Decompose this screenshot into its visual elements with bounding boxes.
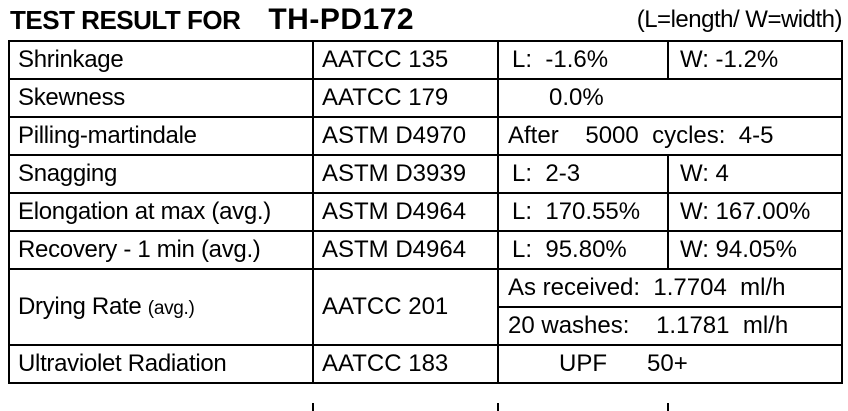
product-code: TH-PD172 [268, 3, 415, 36]
length-value-cell: L: 95.80% [497, 230, 669, 270]
length-value-cell: L: 170.55% [497, 192, 669, 232]
table-row-snagging: Snagging ASTM D3939 L: 2-3 W: 4 [8, 154, 843, 194]
test-name-cell: Shrinkage [8, 40, 314, 80]
drying-as-received-cell: As received: 1.7704 ml/h [497, 268, 843, 308]
table-row-shrinkage: Shrinkage AATCC 135 L: -1.6% W: -1.2% [8, 40, 843, 80]
table-row-elongation: Elongation at max (avg.) ASTM D4964 L: 1… [8, 192, 843, 232]
cutoff-row-border-sliver [312, 403, 314, 411]
width-value-cell: W: 167.00% [667, 192, 843, 232]
merged-value-cell: UPF 50+ [497, 344, 843, 384]
test-name-cell: Snagging [8, 154, 314, 194]
test-name-cell: Skewness [8, 78, 314, 118]
test-method-cell: ASTM D3939 [312, 154, 499, 194]
test-name-cell: Elongation at max (avg.) [8, 192, 314, 232]
merged-value-cell: After 5000 cycles: 4-5 [497, 116, 843, 156]
test-name-cell: Recovery - 1 min (avg.) [8, 230, 314, 270]
width-value-cell: W: -1.2% [667, 40, 843, 80]
legend-note: (L=length/ W=width) [636, 6, 843, 33]
test-method-cell: AATCC 179 [312, 78, 499, 118]
length-value-cell: L: -1.6% [497, 40, 669, 80]
test-name-cell: Drying Rate (avg.) [8, 268, 314, 346]
table-row-ultraviolet: Ultraviolet Radiation AATCC 183 UPF 50+ [8, 344, 843, 384]
test-method-cell: ASTM D4970 [312, 116, 499, 156]
table-row-skewness: Skewness AATCC 179 0.0% [8, 78, 843, 118]
width-value-cell: W: 94.05% [667, 230, 843, 270]
table-row-recovery: Recovery - 1 min (avg.) ASTM D4964 L: 95… [8, 230, 843, 270]
title-bar: TEST RESULT FOR TH-PD172 (L=length/ W=wi… [0, 0, 848, 40]
merged-value-cell: 0.0% [497, 78, 843, 118]
test-results-table: Shrinkage AATCC 135 L: -1.6% W: -1.2% Sk… [8, 40, 843, 384]
cutoff-row-border-sliver [667, 403, 669, 411]
page-title: TEST RESULT FOR [10, 4, 241, 35]
test-name-label: Drying Rate [18, 293, 142, 320]
test-method-cell: ASTM D4964 [312, 192, 499, 232]
test-method-cell: AATCC 183 [312, 344, 499, 384]
table-row-drying-rate: Drying Rate (avg.) AATCC 201 As received… [8, 268, 843, 346]
width-value-cell: W: 4 [667, 154, 843, 194]
drying-20-washes-cell: 20 washes: 1.1781 ml/h [497, 306, 843, 346]
test-name-cell: Pilling-martindale [8, 116, 314, 156]
length-value-cell: L: 2-3 [497, 154, 669, 194]
test-method-cell: AATCC 201 [312, 268, 499, 346]
test-method-cell: AATCC 135 [312, 40, 499, 80]
cutoff-row-border-sliver [497, 403, 499, 411]
test-method-cell: ASTM D4964 [312, 230, 499, 270]
test-name-cell: Ultraviolet Radiation [8, 344, 314, 384]
table-row-pilling: Pilling-martindale ASTM D4970 After 5000… [8, 116, 843, 156]
table-row-drying-rate-washes: 20 washes: 1.1781 ml/h [9, 306, 843, 346]
test-name-note: (avg.) [147, 298, 195, 319]
